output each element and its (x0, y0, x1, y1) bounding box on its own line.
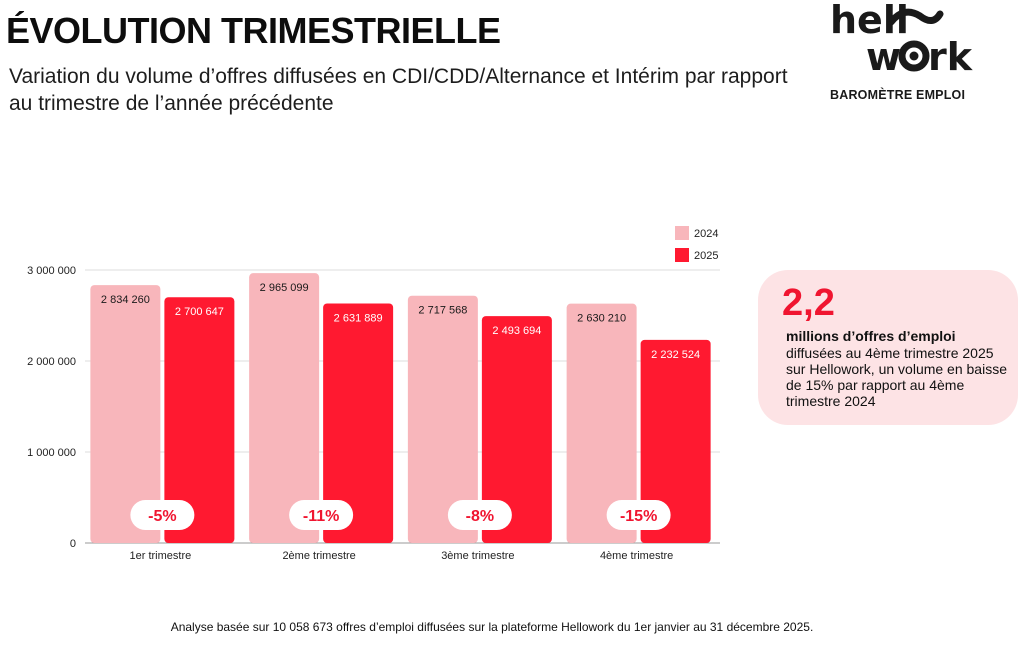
y-tick-label: 1 000 000 (27, 447, 76, 459)
change-pill (447, 500, 512, 530)
bar-chart: 0 1 000 000 2 000 000 3 000 000 2 834 260 2 7… (27, 226, 720, 562)
barometre-label: BAROMÈTRE EMPLOI (830, 88, 966, 102)
y-tick-label: 0 (70, 538, 76, 550)
data-label: 2 631 889 (334, 312, 383, 324)
change-label: -5% (148, 508, 176, 525)
change-label: -8% (466, 508, 494, 525)
data-label: 2 965 099 (260, 282, 309, 294)
data-label: 2 493 694 (492, 325, 541, 337)
callout-value: 2,2 (782, 282, 835, 324)
data-label: 2 717 568 (418, 305, 467, 317)
change-label: -15% (620, 508, 657, 525)
bar-2024 (249, 273, 320, 543)
change-pill (130, 500, 195, 530)
svg-text:hell: hell (830, 2, 909, 42)
legend-label: 2024 (694, 228, 718, 240)
x-tick-label: 3ème trimestre (441, 550, 514, 562)
svg-text:w: w (866, 35, 901, 74)
change-label: -11% (303, 508, 339, 525)
y-tick-label: 2 000 000 (27, 356, 76, 368)
bar-2025 (481, 316, 552, 543)
bar-2024 (407, 295, 478, 543)
bar-2024 (90, 285, 161, 543)
data-label: 2 834 260 (101, 294, 150, 306)
data-label: 2 630 210 (577, 313, 626, 325)
bar-2025 (164, 297, 235, 543)
bar-2024 (566, 303, 637, 543)
change-pill (606, 500, 671, 530)
x-tick-label: 4ème trimestre (600, 550, 673, 562)
svg-text:rk: rk (928, 35, 973, 74)
callout-box: 2,2 millions d’offres d’emploi diffusées… (758, 270, 1018, 425)
callout-text: diffusées au 4ème trimestre 2025 sur Hel… (786, 345, 1007, 409)
x-tick-label: 1er trimestre (130, 550, 192, 562)
page-subtitle: Variation du volume d’offres diffusées e… (9, 65, 788, 115)
legend-swatch-2024 (675, 226, 689, 240)
legend-swatch-2025 (675, 248, 689, 262)
change-pill (289, 500, 354, 530)
data-label: 2 700 647 (175, 306, 224, 318)
y-tick-label: 3 000 000 (27, 265, 76, 277)
callout-bold-text: millions d’offres d’emploi (786, 328, 956, 344)
data-label: 2 232 524 (651, 349, 700, 361)
page-title: ÉVOLUTION TRIMESTRIELLE (6, 10, 501, 51)
bar-2025 (323, 303, 394, 543)
bar-2025 (640, 339, 711, 543)
hellowork-logo: hell w rk (830, 2, 973, 74)
x-tick-label: 2ème trimestre (282, 550, 355, 562)
legend-label: 2025 (694, 250, 718, 262)
footnote: Analyse basée sur 10 058 673 offres d’em… (170, 620, 814, 634)
